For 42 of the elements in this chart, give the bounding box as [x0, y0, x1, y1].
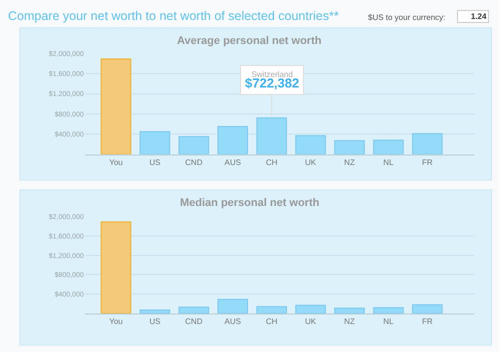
bar [178, 306, 210, 314]
x-tick-label: CH [266, 317, 278, 326]
bar [334, 308, 365, 314]
x-tick-label: US [149, 317, 160, 326]
bar [295, 304, 326, 314]
bar [140, 310, 170, 314]
x-tick-label: AUS [224, 158, 241, 167]
bar [100, 58, 132, 154]
x-tick-label: You [109, 317, 123, 326]
x-tick-label: CND [185, 158, 203, 167]
bar [373, 140, 404, 154]
bar [217, 298, 248, 314]
x-tick-label: You [109, 158, 123, 167]
bar [140, 131, 170, 154]
bar [412, 304, 443, 314]
bar [373, 307, 404, 314]
bar [100, 221, 132, 314]
chart-title: Median personal net worth [180, 197, 320, 209]
bar [412, 133, 443, 154]
bar [256, 117, 287, 154]
bar [334, 140, 365, 154]
x-tick-label: FR [422, 158, 433, 167]
x-tick-label: NZ [344, 158, 355, 167]
x-tick-label: US [149, 158, 160, 167]
x-tick-label: CND [185, 317, 203, 326]
annotation: Switzerland $722,382 [245, 70, 300, 90]
x-tick-label: UK [305, 317, 317, 326]
x-tick-label: AUS [224, 317, 241, 326]
x-tick-label: FR [422, 317, 433, 326]
x-tick-label: NZ [344, 317, 355, 326]
x-tick-label: CH [266, 158, 278, 167]
text: $US to your currency: [368, 13, 446, 22]
x-tick-label: NL [383, 317, 394, 326]
bar [295, 135, 326, 154]
text: 1.24 [470, 12, 487, 21]
bar [217, 126, 248, 154]
text: Compare your net worth to net worth of selected countries** [8, 9, 339, 23]
bar [178, 136, 210, 154]
x-tick-label: NL [383, 158, 394, 167]
x-tick-label: UK [305, 158, 317, 167]
chart-title: Average personal net worth [177, 35, 322, 47]
bar [256, 306, 287, 314]
